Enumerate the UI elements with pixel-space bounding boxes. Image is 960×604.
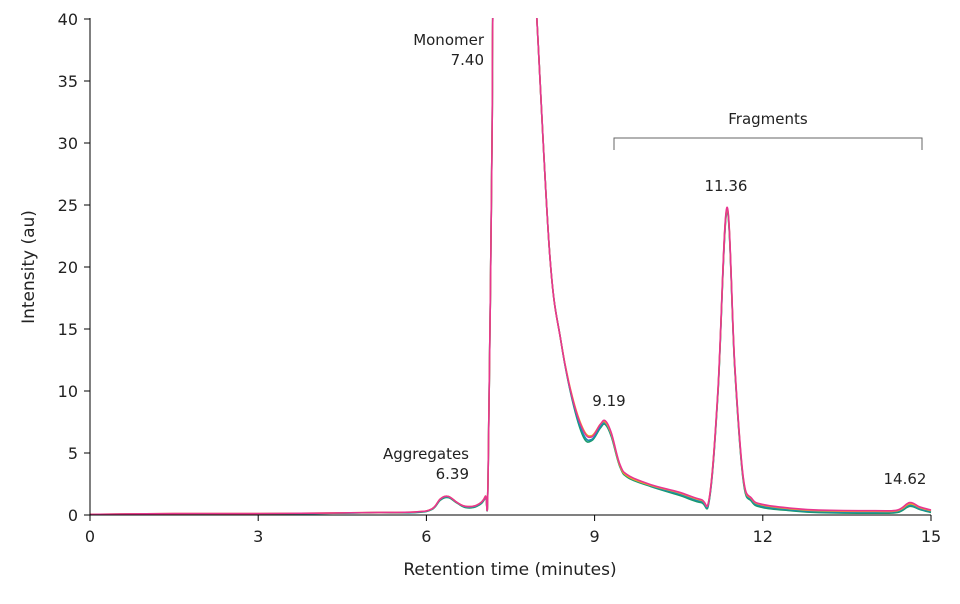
x-tick-label: 12: [753, 527, 773, 546]
x-tick-label: 9: [590, 527, 600, 546]
y-tick-label: 5: [68, 444, 78, 463]
y-tick-label: 25: [58, 196, 78, 215]
annotation-peak-919: 9.19: [592, 392, 625, 410]
x-tick-label: 0: [85, 527, 95, 546]
y-tick-label: 15: [58, 320, 78, 339]
x-tick-label: 6: [421, 527, 431, 546]
annotation-monomer-rt: 7.40: [451, 51, 484, 69]
annotation-aggregates: Aggregates: [383, 445, 469, 463]
x-tick-label: 3: [253, 527, 263, 546]
y-tick-label: 35: [58, 72, 78, 91]
x-tick-label: 15: [921, 527, 941, 546]
series-line-3: [90, 18, 932, 516]
y-tick-label: 10: [58, 382, 78, 401]
y-tick-label: 30: [58, 134, 78, 153]
annotation-monomer: Monomer: [413, 31, 485, 49]
annotation-peak-1462: 14.62: [884, 470, 927, 488]
annotation-aggregates-rt: 6.39: [436, 465, 469, 483]
x-axis-label: Retention time (minutes): [403, 560, 616, 580]
series-line-4: [90, 18, 932, 516]
annotation-fragments: Fragments: [728, 110, 808, 128]
series-line-1: [90, 18, 932, 516]
y-tick-label: 0: [68, 506, 78, 525]
annotation-peak-1136: 11.36: [705, 177, 748, 195]
y-axis-label: Intensity (au): [19, 210, 39, 324]
y-tick-label: 20: [58, 258, 78, 277]
series-line-2: [90, 18, 932, 516]
y-tick-label: 40: [58, 10, 78, 29]
fragments-bracket: [613, 137, 923, 150]
